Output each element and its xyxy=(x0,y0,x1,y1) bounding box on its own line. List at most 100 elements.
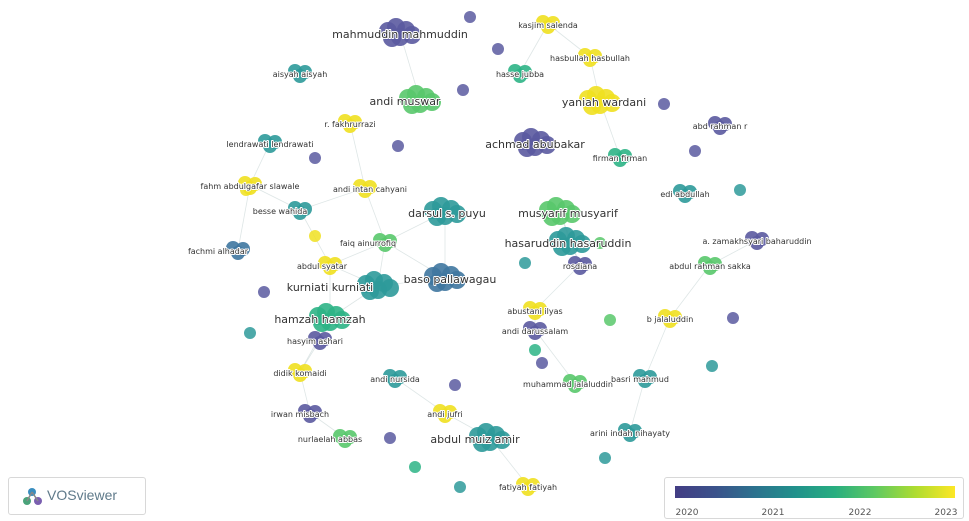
node-circle[interactable] xyxy=(583,53,597,67)
node-circle[interactable] xyxy=(528,326,542,340)
node-circle[interactable] xyxy=(428,208,446,226)
node-circle[interactable] xyxy=(358,184,372,198)
author-node[interactable]: firman firman xyxy=(592,148,648,167)
node-circle[interactable] xyxy=(543,208,561,226)
unlabeled-node[interactable] xyxy=(457,84,469,96)
author-node[interactable]: irwan misbach xyxy=(270,404,330,423)
unlabeled-node[interactable] xyxy=(309,152,321,164)
author-node[interactable]: darsul s. puyu xyxy=(407,197,487,226)
node-circle[interactable] xyxy=(428,274,446,292)
author-node[interactable]: b jalaluddin xyxy=(646,309,694,328)
node-circle[interactable] xyxy=(583,97,601,115)
author-node[interactable]: baso pallawagau xyxy=(403,263,497,292)
author-node[interactable]: fahm abdulgafar slawale xyxy=(200,176,301,195)
node-circle[interactable] xyxy=(713,121,727,135)
node-circle[interactable] xyxy=(528,306,542,320)
node-circle[interactable] xyxy=(293,206,307,220)
author-node[interactable]: andi nursida xyxy=(369,369,421,388)
unlabeled-node[interactable] xyxy=(689,145,701,157)
node-circle[interactable] xyxy=(313,336,327,350)
node-circle[interactable] xyxy=(703,261,717,275)
node-circle[interactable] xyxy=(263,139,277,153)
author-node[interactable]: abdul muiz amir xyxy=(429,423,521,452)
unlabeled-node[interactable] xyxy=(449,379,461,391)
node-circle[interactable] xyxy=(553,238,571,256)
node-circle[interactable] xyxy=(403,96,421,114)
unlabeled-node[interactable] xyxy=(244,327,256,339)
node-circle[interactable] xyxy=(663,314,677,328)
node-circle[interactable] xyxy=(313,314,331,332)
author-node[interactable]: faiq ainurrofiq xyxy=(339,233,397,252)
author-node[interactable]: rosdiana xyxy=(562,256,598,275)
node-circle[interactable] xyxy=(678,189,692,203)
node-circle[interactable] xyxy=(518,139,536,157)
unlabeled-node[interactable] xyxy=(519,257,531,269)
node-circle[interactable] xyxy=(638,374,652,388)
author-node[interactable]: hasyim ashari xyxy=(286,331,344,350)
node-circle[interactable] xyxy=(338,434,352,448)
author-node[interactable]: kurniati kurniati xyxy=(286,271,399,300)
node-circle[interactable] xyxy=(383,29,401,47)
node-circle[interactable] xyxy=(750,236,764,250)
author-node[interactable]: besse wahida xyxy=(252,201,312,220)
unlabeled-node[interactable] xyxy=(536,357,548,369)
node-circle[interactable] xyxy=(361,282,379,300)
node-circle[interactable] xyxy=(521,482,535,496)
author-node[interactable]: hasse jubba xyxy=(495,64,545,83)
author-node[interactable]: yaniah wardani xyxy=(561,86,647,115)
author-node[interactable]: musyarif musyarif xyxy=(517,197,620,226)
node-circle[interactable] xyxy=(303,409,317,423)
node-circle[interactable] xyxy=(323,261,337,275)
author-node[interactable]: andi darussalam xyxy=(501,321,569,340)
unlabeled-node[interactable] xyxy=(258,286,270,298)
author-node[interactable]: basri mahmud xyxy=(610,369,670,388)
author-node[interactable]: fatiyah fatiyah xyxy=(498,477,558,496)
author-node[interactable]: mahmuddin mahmuddin xyxy=(331,18,469,47)
author-node[interactable]: abustani ilyas xyxy=(506,301,564,320)
node-circle[interactable] xyxy=(613,153,627,167)
unlabeled-node[interactable] xyxy=(734,184,746,196)
author-node[interactable]: didik komaidi xyxy=(272,363,328,382)
author-node[interactable]: kasjim salenda xyxy=(517,15,579,34)
author-node[interactable]: abdul syatar xyxy=(296,256,349,275)
node-circle[interactable] xyxy=(568,379,582,393)
author-node[interactable]: fachmi alhadar xyxy=(187,241,250,260)
node-circle[interactable] xyxy=(378,238,392,252)
unlabeled-node[interactable] xyxy=(409,461,421,473)
unlabeled-node[interactable] xyxy=(492,43,504,55)
author-node[interactable]: achmad abubakar xyxy=(484,128,586,157)
node-circle[interactable] xyxy=(513,69,527,83)
author-node[interactable]: arini indah nihayaty xyxy=(589,423,671,442)
author-node[interactable]: hasaruddin hasaruddin xyxy=(504,227,632,256)
author-node[interactable]: hasbullah hasbullah xyxy=(549,48,631,67)
node-circle[interactable] xyxy=(293,69,307,83)
node-circle[interactable] xyxy=(438,409,452,423)
node-circle[interactable] xyxy=(343,119,357,133)
unlabeled-node[interactable] xyxy=(599,452,611,464)
author-node[interactable]: edi abdullah xyxy=(659,184,711,203)
author-node[interactable]: andi intan cahyani xyxy=(332,179,408,198)
unlabeled-node[interactable] xyxy=(464,11,476,23)
node-circle[interactable] xyxy=(473,434,491,452)
unlabeled-node[interactable] xyxy=(309,230,321,242)
author-node[interactable]: r. fakhrurrazi xyxy=(323,114,377,133)
node-circle[interactable] xyxy=(231,246,245,260)
unlabeled-node[interactable] xyxy=(392,140,404,152)
node-circle[interactable] xyxy=(541,20,555,34)
unlabeled-node[interactable] xyxy=(658,98,670,110)
author-node[interactable]: aisyah aisyah xyxy=(272,64,328,83)
author-node[interactable]: nurlaelah abbas xyxy=(297,429,363,448)
author-node[interactable]: abdul rahman sakka xyxy=(668,256,752,275)
author-node[interactable]: andi muswar xyxy=(369,85,442,114)
author-node[interactable]: muhammad jalaluddin xyxy=(522,374,614,393)
unlabeled-node[interactable] xyxy=(594,237,606,249)
author-node[interactable]: hamzah hamzah xyxy=(273,303,367,332)
node-circle[interactable] xyxy=(293,368,307,382)
node-circle[interactable] xyxy=(573,261,587,275)
node-circle[interactable] xyxy=(388,374,402,388)
author-node[interactable]: lendrawati lendrawati xyxy=(225,134,315,153)
unlabeled-node[interactable] xyxy=(727,312,739,324)
unlabeled-node[interactable] xyxy=(384,432,396,444)
node-circle[interactable] xyxy=(623,428,637,442)
